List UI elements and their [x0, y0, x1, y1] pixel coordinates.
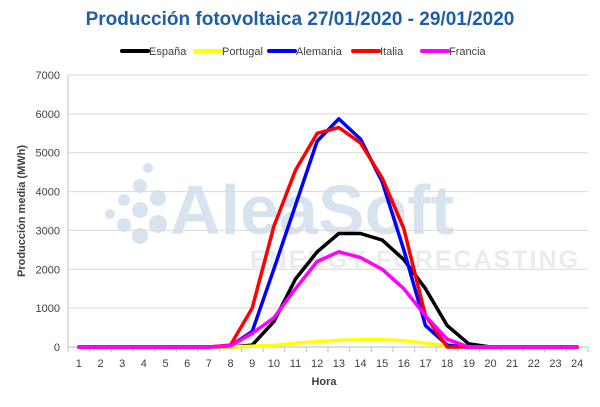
- x-tick-label: 4: [141, 358, 147, 370]
- legend-label: España: [149, 46, 187, 58]
- x-tick-label: 22: [528, 358, 540, 370]
- x-tick-label: 6: [184, 358, 190, 370]
- y-tick-label: 4000: [36, 187, 60, 199]
- x-tick-label: 14: [354, 358, 366, 370]
- legend: España Portugal Alemania Italia Francia: [120, 46, 487, 58]
- legend-label: Italia: [380, 46, 404, 58]
- x-tick-label: 24: [571, 358, 583, 370]
- x-tick-label: 16: [398, 358, 410, 370]
- y-axis: 0 1000 2000 3000 4000 5000 6000 7000: [36, 70, 69, 354]
- watermark-dots-icon: [105, 163, 167, 244]
- x-tick-label: 17: [419, 358, 431, 370]
- y-tick-label: 5000: [36, 148, 60, 160]
- x-tick-label: 12: [311, 358, 323, 370]
- watermark-brand: AleaSoft: [170, 171, 454, 249]
- x-tick-label: 3: [119, 358, 125, 370]
- x-tick-label: 19: [463, 358, 475, 370]
- x-tick-label: 8: [227, 358, 233, 370]
- x-tick-label: 1: [76, 358, 82, 370]
- series-line: [77, 250, 579, 349]
- x-tick-label: 2: [97, 358, 103, 370]
- legend-label: Alemania: [296, 46, 343, 58]
- x-tick-label: 7: [206, 358, 212, 370]
- x-axis-title: Hora: [311, 376, 337, 388]
- x-tick-label: 9: [249, 358, 255, 370]
- y-tick-label: 2000: [36, 264, 60, 276]
- x-tick-label: 15: [376, 358, 388, 370]
- y-tick-label: 0: [54, 342, 60, 354]
- x-tick-label: 13: [333, 358, 345, 370]
- x-tick-label: 18: [441, 358, 453, 370]
- legend-label: Portugal: [222, 46, 263, 58]
- grid: [68, 74, 588, 348]
- legend-label: Francia: [449, 46, 487, 58]
- chart-title: Producción fotovoltaica 27/01/2020 - 29/…: [85, 9, 515, 30]
- x-tick-label: 11: [290, 358, 301, 370]
- y-tick-label: 7000: [36, 70, 60, 82]
- x-tick-label: 10: [268, 358, 280, 370]
- x-axis: 1 2 3 4 5 6 7 8 9 10 11 12 13 14 15 16 17 18 19 20 21 22 23 24: [67, 346, 589, 370]
- watermark-logo: AleaSoft ENERGY FORECASTING: [105, 163, 578, 274]
- x-tick-label: 21: [506, 358, 518, 370]
- x-tick-label: 20: [484, 358, 496, 370]
- y-tick-label: 6000: [36, 109, 60, 121]
- y-tick-label: 3000: [36, 225, 60, 237]
- x-tick-label: 23: [549, 358, 561, 370]
- series-lines: [77, 117, 579, 349]
- x-tick-label: 5: [162, 358, 168, 370]
- y-tick-label: 1000: [36, 303, 60, 315]
- y-axis-title: Producción media (MWh): [16, 145, 28, 277]
